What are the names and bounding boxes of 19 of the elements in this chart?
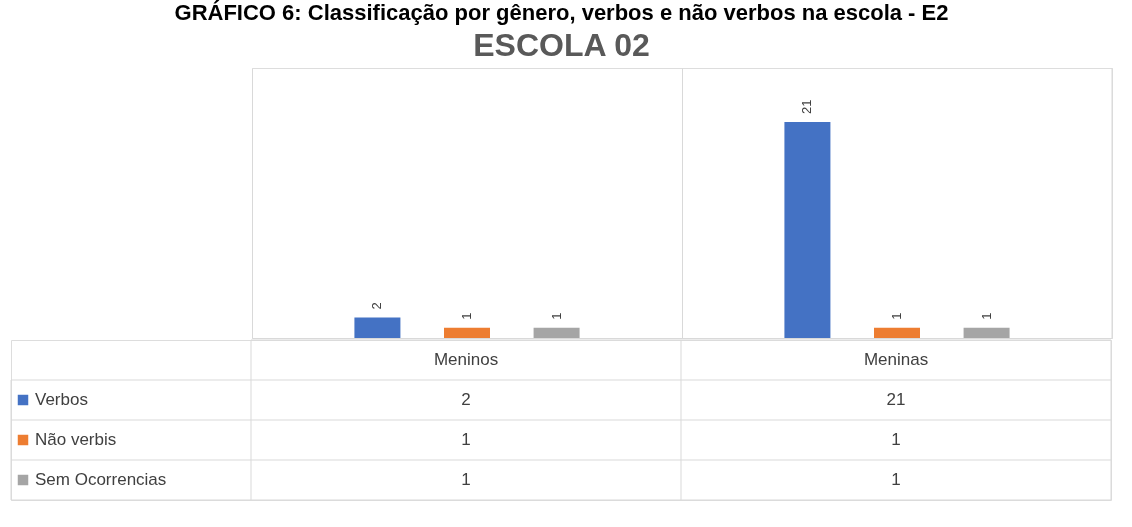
data-label: 1 <box>891 470 901 489</box>
text: 1 <box>889 312 904 320</box>
text: 1 <box>459 312 474 320</box>
data-label: 2 <box>461 390 471 409</box>
data-label: 21 <box>886 390 906 409</box>
x-tick-label: Meninos <box>433 350 499 369</box>
text: 21 <box>799 99 815 114</box>
legend-label: Sem Ocorrencias <box>35 470 167 489</box>
data-label: 1 <box>891 430 901 449</box>
x-tick-label: Meninas <box>863 350 929 369</box>
chart-subtitle: ESCOLA 02 <box>473 27 650 63</box>
chart-title: GRÁFICO 6: Classificação por gênero, verbos e não verbos na escola - E2 <box>174 0 949 25</box>
data-label: 1 <box>461 470 471 489</box>
text: 1 <box>978 312 994 320</box>
text: 2 <box>369 302 385 310</box>
legend-label: Verbos <box>35 390 88 409</box>
legend-label: Não verbis <box>35 430 117 449</box>
data-label: 1 <box>461 430 471 449</box>
text: 1 <box>548 312 564 320</box>
